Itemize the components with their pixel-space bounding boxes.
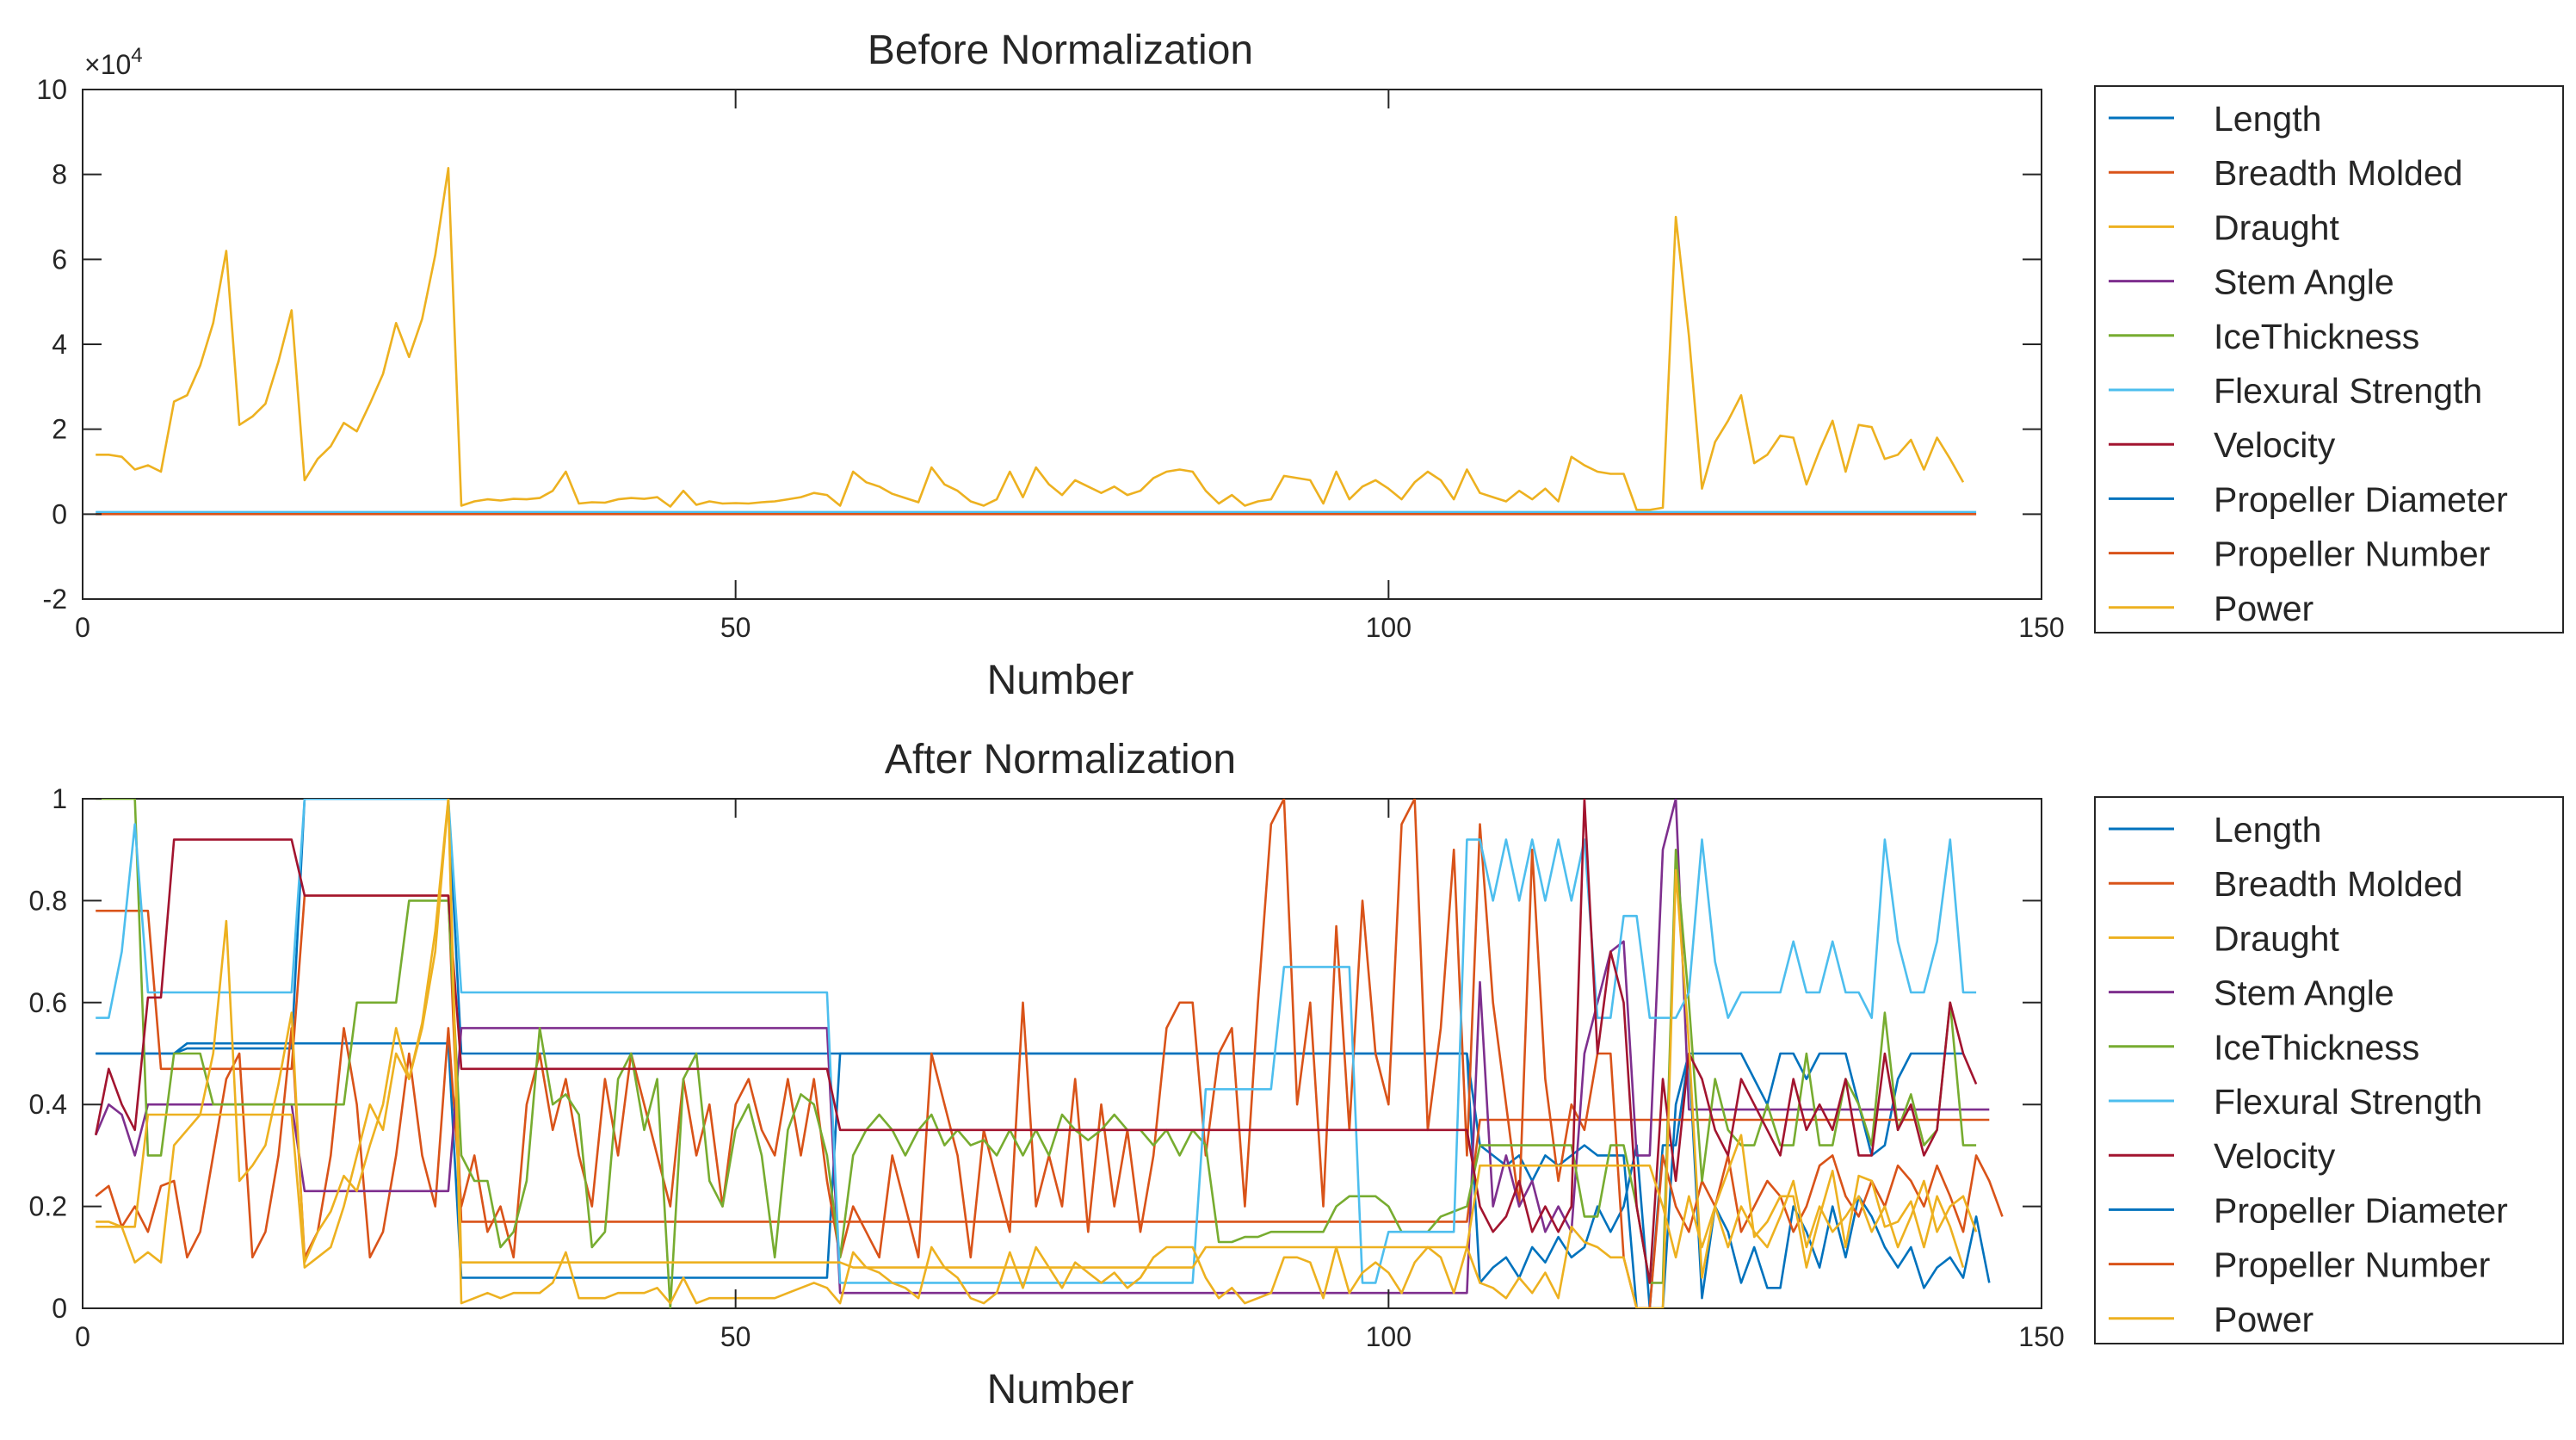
series-line-velocity <box>94 799 1978 1284</box>
x-axis-label: Number <box>987 1367 1134 1412</box>
legend-item: Power <box>2109 589 2313 628</box>
y-tick-label: 0 <box>52 1293 67 1324</box>
x-tick-label: 0 <box>75 1321 90 1352</box>
legend-item: Flexural Strength <box>2109 1082 2482 1122</box>
legend-label: Propeller Diameter <box>2214 1190 2508 1230</box>
x-tick-label: 0 <box>75 612 90 643</box>
legend-label: IceThickness <box>2214 1028 2419 1067</box>
legend-label: Breadth Molded <box>2214 864 2462 904</box>
legend-item: Propeller Diameter <box>2109 1190 2508 1230</box>
x-tick-label: 150 <box>2018 1321 2064 1352</box>
legend-item: Propeller Number <box>2109 1245 2490 1285</box>
y-tick-label: 0.6 <box>29 987 67 1018</box>
legend-label: Stem Angle <box>2214 973 2394 1013</box>
x-tick-label: 100 <box>1366 612 1412 643</box>
legend-item: IceThickness <box>2109 317 2419 356</box>
legend-item: Draught <box>2109 918 2339 958</box>
legend: Length Breadth Molded Draught Stem Angle Ice… <box>2094 85 2564 633</box>
legend-item: Length <box>2109 810 2321 850</box>
series-group <box>96 167 1977 516</box>
legend-label: Stem Angle <box>2214 263 2394 302</box>
legend-label: Draught <box>2214 918 2339 958</box>
y-tick-label: 8 <box>52 159 67 190</box>
legend-label: Velocity <box>2214 425 2336 465</box>
legend-item: Stem Angle <box>2109 263 2394 302</box>
legend-item: Power <box>2109 1300 2313 1339</box>
legend: Length Breadth Molded Draught Stem Angle Ice… <box>2094 796 2564 1344</box>
y-tick-label: 6 <box>52 244 67 275</box>
legend-label: Propeller Diameter <box>2214 479 2508 519</box>
y-tick-label: 2 <box>52 414 67 445</box>
legend-box <box>2094 85 2564 633</box>
x-axis-label: Number <box>987 658 1134 703</box>
legend-label: Breadth Molded <box>2214 153 2462 193</box>
legend-item: Draught <box>2109 207 2339 247</box>
y-tick-label: 0.2 <box>29 1191 67 1222</box>
series-line-stem-angle <box>95 799 1990 1295</box>
legend-item: Propeller Number <box>2109 535 2490 574</box>
series-line-power <box>96 167 1965 511</box>
series-line-length <box>96 1041 1991 1308</box>
y-tick-label: 0.8 <box>29 885 67 916</box>
legend-label: Length <box>2214 810 2321 850</box>
chart-title: Before Normalization <box>868 28 1253 73</box>
legend-item: Breadth Molded <box>2109 864 2462 904</box>
y-exponent-label: ×104 <box>84 44 143 80</box>
y-tick-label: 0 <box>52 498 67 529</box>
plot-area <box>82 89 2042 600</box>
legend-box <box>2094 796 2564 1344</box>
series-group <box>94 799 2004 1308</box>
legend-label: Flexural Strength <box>2214 1082 2482 1122</box>
legend-item: Length <box>2109 99 2321 139</box>
x-tick-label: 50 <box>720 1321 751 1352</box>
legend-item: Velocity <box>2109 425 2336 465</box>
legend-label: IceThickness <box>2214 317 2419 356</box>
y-tick-label: 10 <box>36 74 67 105</box>
legend-label: Draught <box>2214 207 2339 247</box>
legend-item: Flexural Strength <box>2109 371 2482 411</box>
chart-title: After Normalization <box>885 737 1236 782</box>
y-tick-label: 4 <box>52 329 67 360</box>
series-line-power <box>96 799 1965 1308</box>
x-tick-label: 150 <box>2018 612 2064 643</box>
legend-label: Propeller Number <box>2214 535 2490 574</box>
chart-panel-2: 0 50 100 150 0 0.2 0.4 0.6 0.8 1 After Normalizati… <box>29 737 2564 1412</box>
legend-label: Flexural Strength <box>2214 371 2482 411</box>
legend-item: Propeller Diameter <box>2109 479 2508 519</box>
y-exponent-power: 4 <box>131 44 142 67</box>
legend-label: Length <box>2214 99 2321 139</box>
y-tick-label: 1 <box>52 783 67 814</box>
y-tick-label: -2 <box>43 584 67 615</box>
legend-item: Stem Angle <box>2109 973 2394 1013</box>
x-tick-label: 50 <box>720 612 751 643</box>
y-exponent-base: ×10 <box>84 49 131 80</box>
x-tick-label: 100 <box>1366 1321 1412 1352</box>
y-tick-label: 0.4 <box>29 1089 67 1120</box>
legend-label: Velocity <box>2214 1136 2336 1176</box>
legend-label: Power <box>2214 1300 2313 1339</box>
legend-item: Velocity <box>2109 1136 2336 1176</box>
legend-item: Breadth Molded <box>2109 153 2462 193</box>
legend-label: Propeller Number <box>2214 1245 2490 1285</box>
legend-item: IceThickness <box>2109 1028 2419 1067</box>
legend-label: Power <box>2214 589 2313 628</box>
series-line-flexural-strength <box>96 799 1977 1284</box>
